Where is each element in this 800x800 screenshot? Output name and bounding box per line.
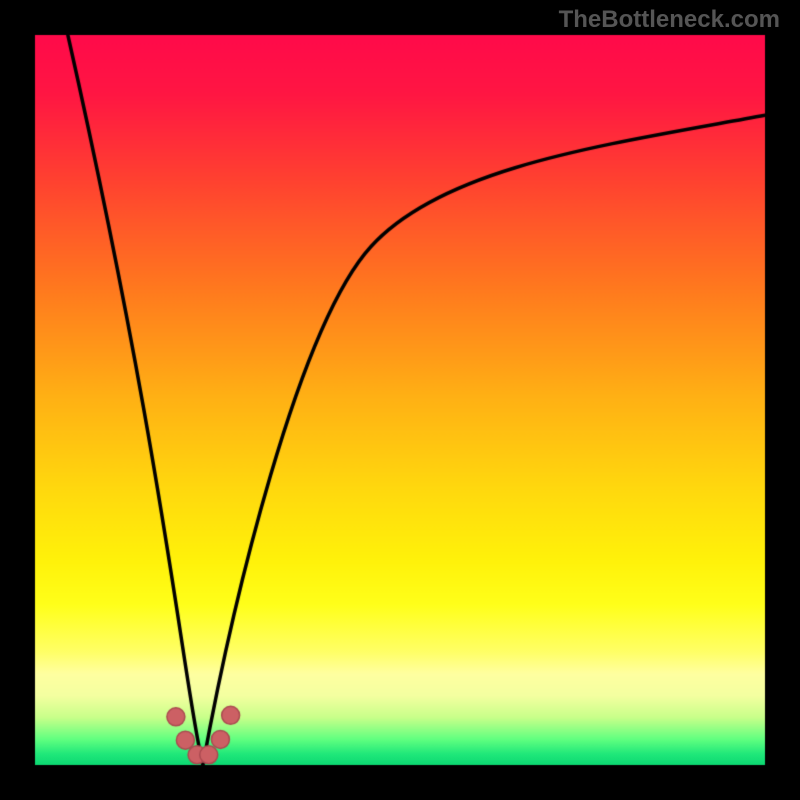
curve-canvas [0,0,800,800]
chart-frame: TheBottleneck.com [0,0,800,800]
watermark-text: TheBottleneck.com [559,6,780,34]
